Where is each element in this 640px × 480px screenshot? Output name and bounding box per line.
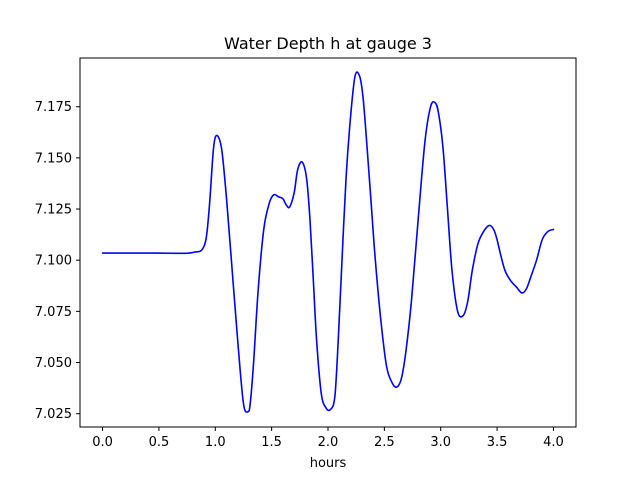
x-tick-label: 0.5 (149, 435, 170, 450)
series-line (101, 71, 555, 413)
y-tick-label: 7.100 (35, 254, 72, 269)
chart-title: Water Depth h at gauge 3 (224, 34, 432, 53)
x-tick-label: 2.5 (374, 435, 395, 450)
x-tick-label: 4.0 (543, 435, 564, 450)
y-axis: 7.025 7.050 7.075 7.100 7.125 7.150 7.175 (35, 100, 80, 422)
y-tick-label: 7.050 (35, 356, 72, 371)
y-tick-label: 7.125 (35, 203, 72, 218)
y-tick-label: 7.175 (35, 100, 72, 115)
x-axis-label: hours (310, 456, 347, 471)
x-tick-label: 1.5 (261, 435, 282, 450)
y-tick-label: 7.075 (35, 305, 72, 320)
x-tick-label: 0.0 (92, 435, 113, 450)
y-tick-label: 7.025 (35, 407, 72, 422)
x-axis: 0.0 0.5 1.0 1.5 2.0 2.5 3.0 3.5 4.0 (92, 427, 564, 450)
x-tick-label: 3.0 (430, 435, 451, 450)
plot-frame (79, 57, 577, 428)
x-tick-label: 2.0 (318, 435, 339, 450)
y-tick-label: 7.150 (35, 151, 72, 166)
x-tick-label: 1.0 (205, 435, 226, 450)
x-tick-label: 3.5 (487, 435, 508, 450)
